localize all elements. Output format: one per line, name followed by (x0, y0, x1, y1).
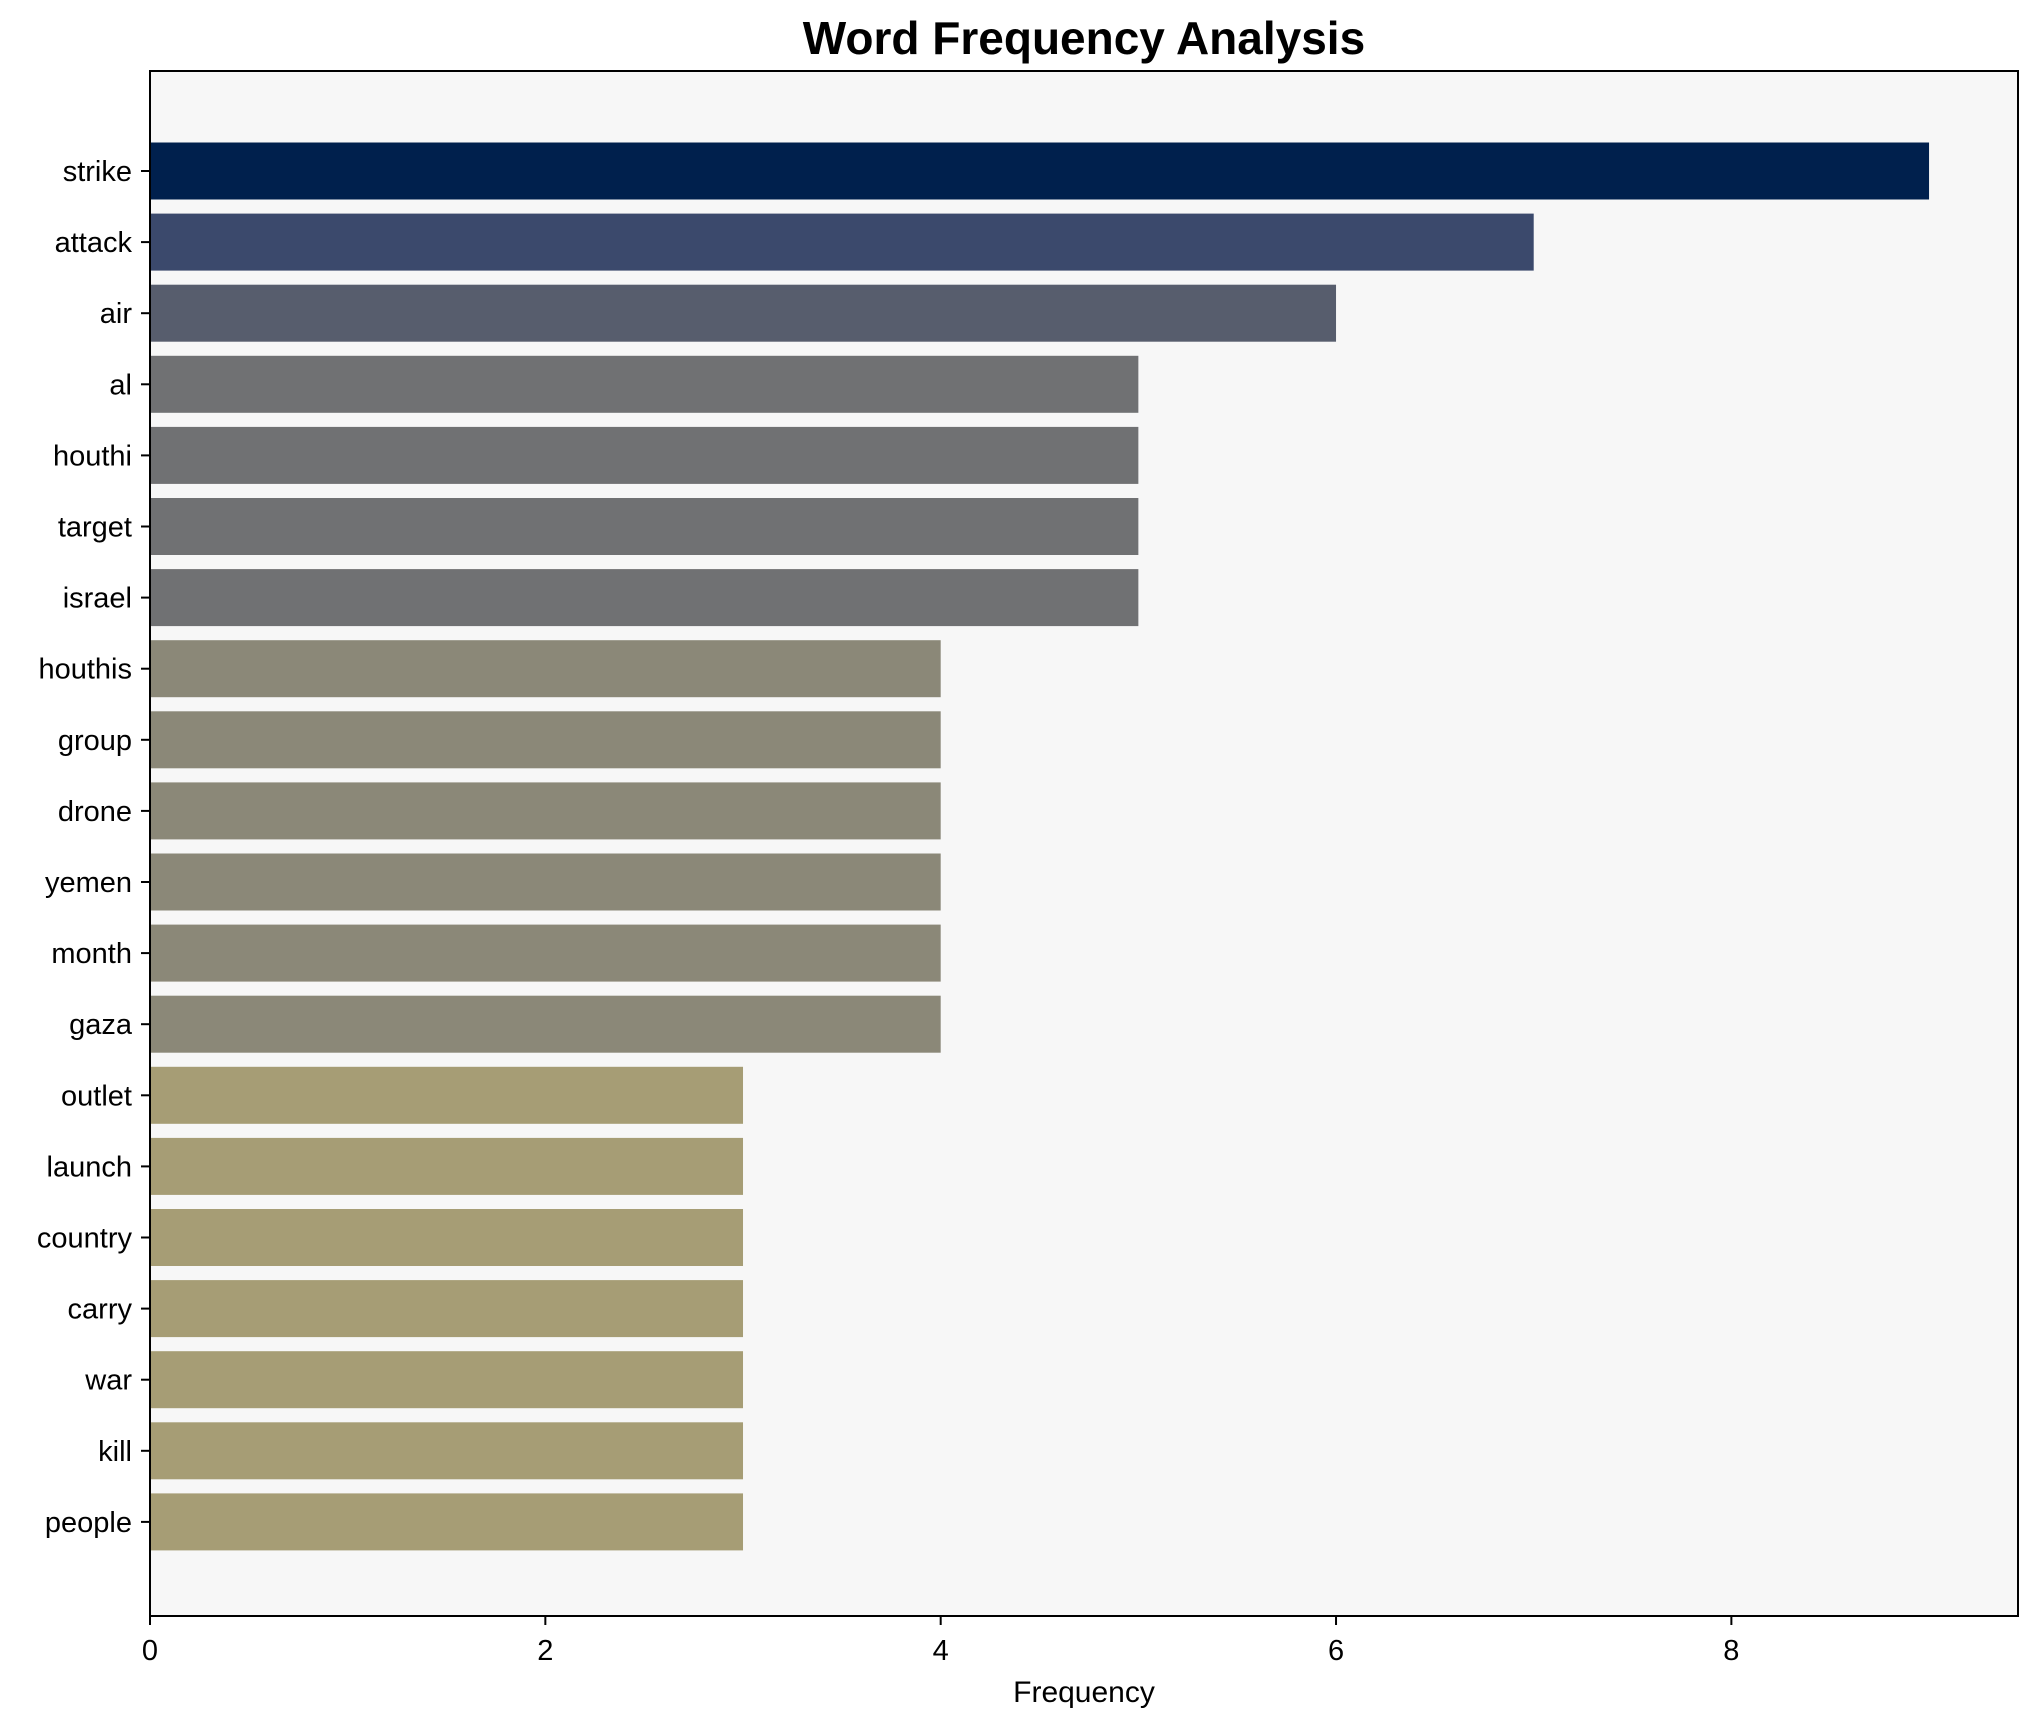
x-tick-label: 6 (1328, 1635, 1344, 1667)
y-tick-label-group: group (58, 725, 132, 757)
bar-houthis (150, 640, 941, 698)
x-tick-label: 8 (1723, 1635, 1739, 1667)
y-tick-label-houthi: houthi (53, 440, 132, 472)
y-tick-label-target: target (58, 512, 132, 544)
bar-houthi (150, 426, 1139, 484)
y-tick-label-strike: strike (63, 156, 132, 188)
y-tick-label-country: country (37, 1223, 133, 1255)
bar-country (150, 1209, 744, 1266)
bars-group (150, 142, 1930, 1551)
x-axis-label: Frequency (1013, 1676, 1155, 1709)
y-tick-label-kill: kill (98, 1436, 132, 1468)
y-tick-label-houthis: houthis (38, 654, 132, 686)
y-tick-label-launch: launch (47, 1151, 132, 1183)
chart-title: Word Frequency Analysis (803, 12, 1365, 64)
x-tick-labels: 0 2 4 6 8 (142, 1616, 1739, 1667)
y-tick-label-attack: attack (55, 227, 133, 259)
x-tick-label: 2 (537, 1635, 553, 1667)
bar-people (150, 1493, 744, 1551)
y-tick-label-yemen: yemen (45, 867, 132, 899)
y-tick-label-al: al (109, 369, 132, 401)
bar-gaza (150, 995, 941, 1053)
bar-air (150, 284, 1337, 342)
y-tick-label-people: people (45, 1507, 132, 1539)
bar-israel (150, 569, 1139, 627)
bar-al (150, 355, 1139, 413)
bar-carry (150, 1280, 744, 1338)
y-tick-label-drone: drone (58, 796, 132, 828)
y-tick-labels: strike attack air al houthi target israel houth… (37, 156, 150, 1539)
bar-yemen (150, 853, 941, 911)
bar-attack (150, 213, 1534, 271)
x-tick-label: 0 (142, 1635, 158, 1667)
y-tick-label-air: air (100, 298, 133, 330)
y-tick-label-war: war (84, 1365, 132, 1397)
y-tick-label-israel: israel (63, 583, 132, 615)
bar-strike (150, 142, 1930, 200)
bar-target (150, 498, 1139, 555)
x-tick-label: 4 (933, 1635, 949, 1667)
bar-group (150, 711, 941, 769)
bar-war (150, 1351, 744, 1409)
bar-drone (150, 782, 941, 840)
y-tick-label-gaza: gaza (69, 1009, 133, 1041)
bar-launch (150, 1137, 744, 1195)
bar-month (150, 924, 941, 982)
plot-frame (149, 70, 2019, 1617)
y-tick-label-outlet: outlet (61, 1080, 132, 1112)
y-tick-label-carry: carry (68, 1294, 133, 1326)
bar-outlet (150, 1066, 744, 1124)
y-tick-label-month: month (51, 938, 132, 970)
bar-kill (150, 1422, 744, 1480)
